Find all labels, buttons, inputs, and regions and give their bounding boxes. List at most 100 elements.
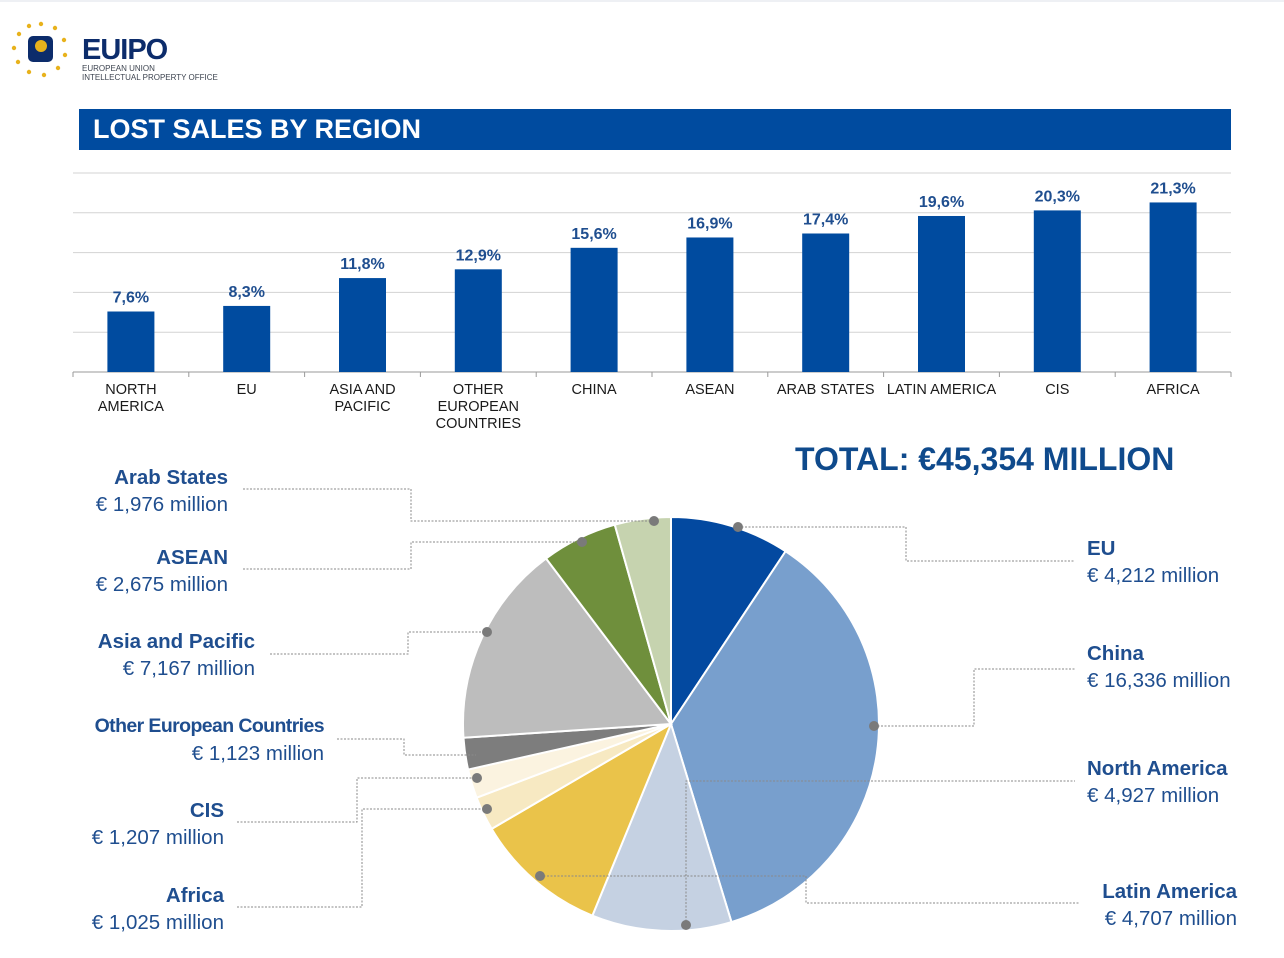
bar (686, 237, 734, 372)
pie-label-latin-america: Latin America € 4,707 million (1102, 878, 1237, 932)
pie-label-name: CIS (189, 799, 224, 822)
pie-slice (670, 515, 787, 728)
x-tick-label-line: COUNTRIES (436, 416, 521, 432)
pie-slice (669, 549, 880, 924)
leader-dot (535, 871, 545, 881)
pie-label-name: China (1087, 642, 1144, 665)
bar (918, 215, 965, 372)
pie-label-china: China € 16,336 million (1087, 640, 1231, 694)
pie-label-value: € 7,167 million (122, 657, 255, 680)
x-tick-label: ASEAN (685, 382, 734, 398)
pie-label-name: ASEAN (156, 546, 228, 569)
leader-line-other-european-countries (337, 738, 476, 756)
x-tick-label: OTHER EUROPEAN COUNTRIES (436, 382, 521, 432)
x-tick-label-line: ARAB STATES (777, 382, 875, 398)
leader-line-asean (243, 541, 582, 570)
leader-dot (681, 920, 691, 930)
page-title: LOST SALES BY REGION (93, 114, 422, 144)
bar-chart: 7,6% NORTH AMERICA 8,3% EU 11,8% ASIA AND PACIF… (72, 172, 1232, 432)
bar-data-label: 11,8% (340, 256, 384, 273)
bar-data-label: 16,9% (687, 215, 732, 232)
leader-line-asia-and-pacific (270, 631, 487, 655)
bar-data-label: 15,6% (571, 226, 616, 243)
pie-label-name: Latin America (1102, 880, 1237, 903)
pie-label-arab-states: Arab States € 1,976 million (96, 464, 228, 518)
x-tick-label: ARAB STATES (777, 382, 875, 398)
leader-dot (482, 804, 492, 814)
x-tick-label: EU (237, 382, 257, 398)
pie-label-name: Other European Countries (94, 715, 325, 737)
leader-line-china (874, 668, 1075, 727)
bar-data-label: 12,9% (456, 247, 501, 264)
leader-dot (577, 537, 587, 547)
pie-label-africa: Africa € 1,025 million (92, 882, 224, 936)
x-tick-label-line: EU (237, 382, 257, 398)
bar (107, 311, 155, 372)
pie-label-value: € 1,207 million (91, 826, 224, 849)
x-tick-label-line: AMERICA (98, 399, 164, 415)
pie-label-value: € 4,212 million (1087, 564, 1220, 587)
bar-data-label: 19,6% (919, 194, 964, 211)
x-tick-label: CIS (1045, 382, 1069, 398)
bar (1033, 210, 1081, 372)
pie-label-asean: ASEAN € 2,675 million (96, 544, 228, 598)
leader-dot (482, 627, 492, 637)
pie-label-value: € 4,707 million (1104, 907, 1237, 930)
x-tick-label-line: LATIN AMERICA (887, 382, 997, 398)
x-tick-label-line: CIS (1045, 382, 1069, 398)
bar (1149, 202, 1197, 372)
x-tick-label-line: CHINA (572, 382, 617, 398)
leader-dot (733, 522, 743, 532)
pie-label-value: € 16,336 million (1087, 669, 1231, 692)
leader-dot (869, 721, 879, 731)
logo-wordmark: EUIPO (82, 34, 168, 66)
pie-label-value: € 4,927 million (1087, 784, 1220, 807)
top-rule (0, 0, 1284, 2)
pie-label-value: € 1,123 million (191, 742, 324, 765)
leader-line-cis (237, 777, 477, 823)
pie-slice (591, 721, 733, 932)
x-tick-label: CHINA (572, 382, 617, 398)
x-tick-label: AFRICA (1147, 382, 1201, 398)
bar (570, 247, 618, 372)
bar (454, 269, 502, 372)
x-tick-label-line: ASEAN (685, 382, 734, 398)
title-banner: LOST SALES BY REGION (79, 109, 1231, 150)
pie-label-name: Arab States (114, 466, 228, 489)
leader-line-africa (237, 808, 487, 908)
logo-subtitle-line-2: INTELLECTUAL PROPERTY OFFICE (82, 73, 218, 82)
x-tick-label: ASIA AND PACIFIC (329, 382, 395, 415)
pie-label-name: EU (1087, 537, 1116, 560)
pie-label-name: Africa (165, 884, 224, 907)
bar-data-label: 21,3% (1150, 180, 1195, 197)
bar (223, 305, 271, 372)
x-tick-label-line: ASIA AND (329, 382, 395, 398)
leader-line-eu (738, 526, 1075, 562)
x-tick-label-line: OTHER (453, 382, 504, 398)
pie-label-name: North America (1087, 757, 1228, 780)
x-tick-label: LATIN AMERICA (887, 382, 997, 398)
pie-label-value: € 1,976 million (95, 493, 228, 516)
leader-line-north-america (685, 780, 1075, 925)
pie-label-value: € 2,675 million (95, 573, 228, 596)
eu-stars-emblem-icon (11, 21, 68, 78)
pie-label-name: Asia and Pacific (97, 630, 255, 653)
pie-label-other-european-countries: Other European Countries € 1,123 million (94, 713, 325, 767)
pie-label-north-america: North America € 4,927 million (1087, 755, 1228, 809)
bar (802, 233, 850, 372)
logo-subtitle-line-1: EUROPEAN UNION (82, 64, 155, 73)
total-label: TOTAL: €45,354 MILLION (795, 441, 1175, 477)
leader-line-latin-america (540, 875, 1080, 904)
x-tick-label-line: NORTH (105, 382, 156, 398)
bar-data-label: 7,6% (113, 290, 149, 307)
pie-label-asia-and-pacific: Asia and Pacific € 7,167 million (98, 628, 255, 682)
x-tick-label-line: PACIFIC (334, 399, 390, 415)
leader-line-arab-states (243, 488, 654, 522)
pie-label-eu: EU € 4,212 million (1087, 535, 1219, 589)
leader-dot (472, 773, 482, 783)
bar-data-label: 8,3% (228, 284, 264, 301)
pie-label-cis: CIS € 1,207 million (92, 797, 224, 851)
pie-slice (490, 721, 674, 917)
x-tick-label-line: EUROPEAN (438, 399, 519, 415)
